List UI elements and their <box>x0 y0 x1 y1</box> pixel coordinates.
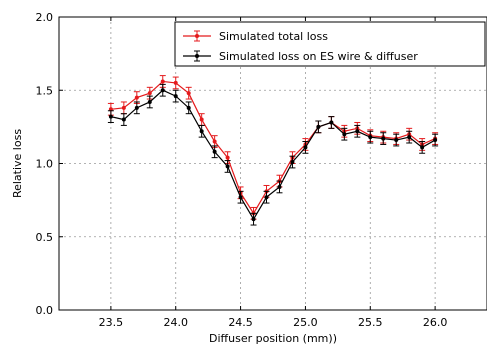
y-tick-label: 0.0 <box>36 304 54 317</box>
y-tick-label: 1.0 <box>36 158 54 171</box>
data-point <box>108 114 113 119</box>
y-axis-label: Relative loss <box>11 129 24 198</box>
data-point <box>329 120 334 125</box>
data-point <box>290 160 295 165</box>
data-point <box>147 91 152 96</box>
legend-entry-2: Simulated loss on ES wire & diffuser <box>183 50 418 63</box>
legend-label: Simulated loss on ES wire & diffuser <box>219 50 418 63</box>
data-point <box>212 149 217 154</box>
series-2 <box>107 83 439 226</box>
legend-entry-1: Simulated total loss <box>183 30 328 43</box>
data-point <box>160 79 165 84</box>
data-point <box>160 88 165 93</box>
data-point <box>394 138 399 143</box>
y-tick-label: 0.5 <box>36 231 54 244</box>
data-point <box>420 145 425 150</box>
legend-label: Simulated total loss <box>219 30 328 43</box>
data-point <box>316 124 321 129</box>
data-point <box>212 139 217 144</box>
x-tick-label: 25.0 <box>293 316 318 329</box>
data-point <box>199 117 204 122</box>
data-point <box>381 136 386 141</box>
data-point <box>225 164 230 169</box>
series-layer <box>107 75 439 226</box>
data-point <box>186 91 191 96</box>
legend-swatch-marker <box>195 34 199 38</box>
series-line <box>110 89 436 221</box>
series-line <box>110 80 436 215</box>
legend-entries: Simulated total loss Simulated loss on ES… <box>183 30 418 63</box>
data-point <box>121 117 126 122</box>
legend: Simulated total loss Simulated loss on ES… <box>174 21 486 67</box>
legend-box <box>174 21 486 67</box>
data-point <box>264 195 269 200</box>
data-point <box>355 129 360 134</box>
tick-layer: 23.5 24.0 24.5 25.0 25.5 26.0 0.0 0.5 1.0 1.5 2.0 <box>36 11 448 329</box>
data-point <box>303 145 308 150</box>
data-point <box>147 99 152 104</box>
data-point <box>225 155 230 160</box>
y-tick-label: 2.0 <box>36 11 54 24</box>
data-point <box>238 195 243 200</box>
series-1 <box>107 75 439 220</box>
x-tick-label: 26.0 <box>423 316 448 329</box>
x-tick-label: 23.5 <box>99 316 124 329</box>
data-point <box>199 129 204 134</box>
data-point <box>433 138 438 143</box>
data-point <box>186 105 191 110</box>
x-tick-label: 24.0 <box>163 316 188 329</box>
data-point <box>134 95 139 100</box>
data-point <box>134 105 139 110</box>
data-point <box>173 80 178 85</box>
data-point <box>277 184 282 189</box>
x-axis-label: Diffuser position (mm)) <box>209 332 337 344</box>
data-point <box>368 135 373 140</box>
data-point <box>407 135 412 140</box>
data-point <box>173 94 178 99</box>
x-tick-label: 24.5 <box>228 316 253 329</box>
data-point <box>121 105 126 110</box>
y-tick-label: 1.5 <box>36 84 54 97</box>
data-point <box>251 217 256 222</box>
legend-swatch-marker <box>195 54 199 58</box>
data-point <box>342 132 347 137</box>
x-tick-label: 25.5 <box>358 316 383 329</box>
